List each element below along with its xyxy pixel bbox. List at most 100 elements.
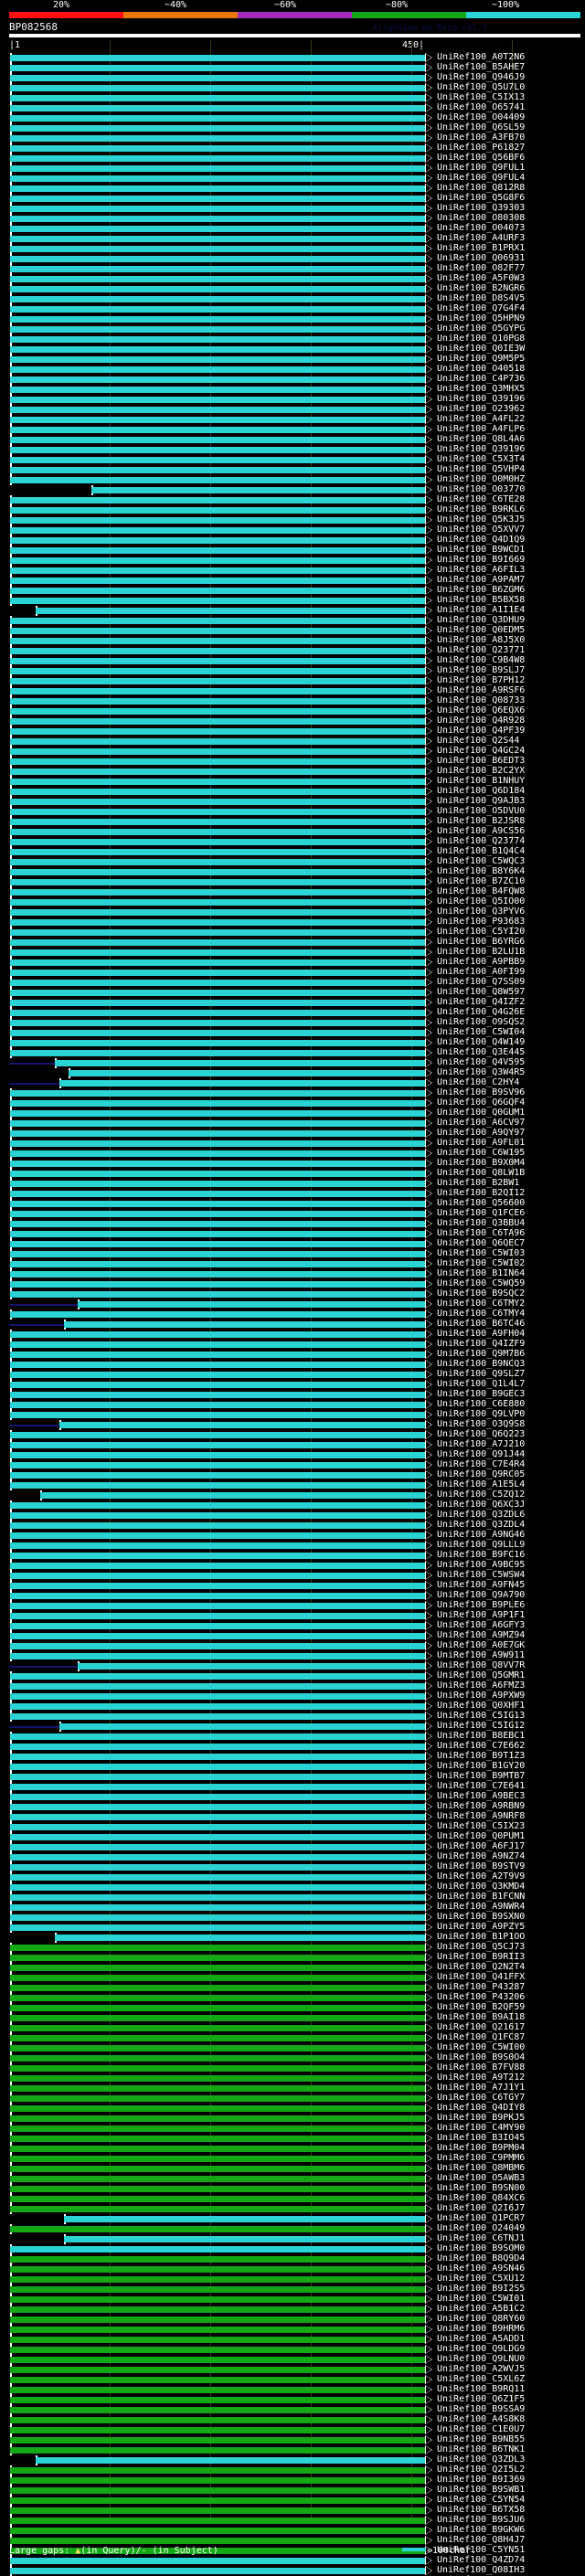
hit-row[interactable]: UniRef100_A9RSF6 xyxy=(0,685,585,696)
hsp-bar[interactable] xyxy=(10,1903,432,1913)
hit-row[interactable]: UniRef100_Q3ZDL3 xyxy=(0,2454,585,2465)
hit-label[interactable]: UniRef100_O9SQS2 xyxy=(437,1017,526,1027)
hit-row[interactable]: UniRef100_B3IO45 xyxy=(0,2133,585,2144)
hsp-bar[interactable] xyxy=(10,1842,432,1852)
hsp-bar[interactable] xyxy=(10,1470,432,1480)
hit-row[interactable]: UniRef100_B8EBC1 xyxy=(0,1731,585,1742)
hsp-bar[interactable] xyxy=(10,2013,432,2023)
hit-row[interactable]: UniRef100_Q2I6J7 xyxy=(0,2203,585,2214)
hit-label[interactable]: UniRef100_A9FN45 xyxy=(437,1580,526,1590)
hit-row[interactable]: UniRef100_A9PXW9 xyxy=(0,1691,585,1701)
hit-row[interactable]: UniRef100_C5IG13 xyxy=(0,1711,585,1722)
hit-label[interactable]: UniRef100_A9FH04 xyxy=(437,1329,526,1339)
hit-label[interactable]: UniRef100_D8S4V5 xyxy=(437,293,526,303)
hit-label[interactable]: UniRef100_C5WQ59 xyxy=(437,1278,526,1288)
hsp-bar[interactable] xyxy=(58,1722,432,1732)
hit-label[interactable]: UniRef100_B7ZC10 xyxy=(437,876,526,886)
hit-row[interactable]: UniRef100_B9PLE6 xyxy=(0,1600,585,1611)
hit-label[interactable]: UniRef100_C2HY4 xyxy=(437,1077,520,1087)
hsp-bar[interactable] xyxy=(10,968,432,978)
hsp-bar[interactable] xyxy=(10,2536,432,2546)
hit-label[interactable]: UniRef100_Q9LDG9 xyxy=(437,2344,526,2354)
hit-row[interactable]: UniRef100_C5XU12 xyxy=(0,2274,585,2284)
hit-label[interactable]: UniRef100_Q5U7L0 xyxy=(437,82,526,92)
hit-label[interactable]: UniRef100_B9MTB7 xyxy=(437,1771,526,1781)
hit-row[interactable]: UniRef100_Q5K3J5 xyxy=(0,514,585,525)
hsp-bar[interactable] xyxy=(10,2516,432,2526)
hsp-bar[interactable] xyxy=(10,1269,432,1279)
hsp-bar[interactable] xyxy=(63,2214,432,2224)
hsp-bar[interactable] xyxy=(10,2043,432,2053)
hit-label[interactable]: UniRef100_Q3MHX5 xyxy=(437,384,526,394)
hit-row[interactable]: UniRef100_A5B1C2 xyxy=(0,2304,585,2315)
hsp-bar[interactable] xyxy=(10,646,432,656)
hsp-bar[interactable] xyxy=(10,726,432,737)
hit-row[interactable]: UniRef100_B9PM04 xyxy=(0,2143,585,2154)
hsp-bar[interactable] xyxy=(10,877,432,887)
hsp-bar[interactable] xyxy=(10,1832,432,1842)
hit-row[interactable]: UniRef100_B9SJU6 xyxy=(0,2515,585,2526)
hit-row[interactable]: UniRef100_A6FMZ3 xyxy=(0,1680,585,1691)
hit-label[interactable]: UniRef100_B2QF59 xyxy=(437,2002,526,2012)
hit-label[interactable]: UniRef100_C6TE28 xyxy=(437,494,526,504)
hit-row[interactable]: UniRef100_Q56600 xyxy=(0,1198,585,1209)
hit-label[interactable]: UniRef100_Q1L4L7 xyxy=(437,1379,526,1389)
hsp-bar[interactable] xyxy=(10,1450,432,1460)
hit-row[interactable]: UniRef100_A9CS56 xyxy=(0,826,585,837)
hit-label[interactable]: UniRef100_A1I1E4 xyxy=(437,605,526,615)
hit-row[interactable]: UniRef100_C1E0U7 xyxy=(0,2424,585,2435)
hsp-bar[interactable] xyxy=(10,143,432,154)
hsp-bar[interactable] xyxy=(10,304,432,314)
hit-row[interactable]: UniRef100_A9PBB9 xyxy=(0,957,585,968)
hit-label[interactable]: UniRef100_Q08733 xyxy=(437,695,526,705)
hit-row[interactable]: UniRef100_B9T1Z3 xyxy=(0,1751,585,1762)
hit-label[interactable]: UniRef100_Q812R8 xyxy=(437,183,526,193)
hit-row[interactable]: UniRef100_Q5U7L0 xyxy=(0,82,585,93)
hsp-bar[interactable] xyxy=(10,2023,432,2033)
hsp-bar[interactable] xyxy=(10,847,432,857)
hit-label[interactable]: UniRef100_B8EBC1 xyxy=(437,1731,526,1741)
hit-row[interactable]: UniRef100_A4FLP6 xyxy=(0,424,585,435)
hsp-bar[interactable] xyxy=(10,978,432,988)
hit-label[interactable]: UniRef100_Q6GQF4 xyxy=(437,1097,526,1108)
hit-row[interactable]: UniRef100_Q4V595 xyxy=(0,1057,585,1068)
hit-label[interactable]: UniRef100_O24049 xyxy=(437,2223,526,2233)
hsp-bar[interactable] xyxy=(10,1882,432,1892)
hit-label[interactable]: UniRef100_B2JSR8 xyxy=(437,816,526,826)
hsp-bar[interactable] xyxy=(10,2194,432,2204)
hit-row[interactable]: UniRef100_Q0XHF1 xyxy=(0,1701,585,1712)
hsp-bar[interactable] xyxy=(10,2315,432,2325)
hit-label[interactable]: UniRef100_B9RQ11 xyxy=(437,2384,526,2394)
hsp-bar[interactable] xyxy=(10,2526,432,2536)
hsp-bar[interactable] xyxy=(10,2305,432,2315)
hsp-bar[interactable] xyxy=(10,244,432,254)
hsp-bar[interactable] xyxy=(10,2425,432,2435)
hsp-bar[interactable] xyxy=(10,1199,432,1209)
hsp-bar[interactable] xyxy=(10,1410,432,1420)
hsp-bar[interactable] xyxy=(10,686,432,696)
hit-row[interactable]: UniRef100_B6ZGM6 xyxy=(0,585,585,596)
hit-label[interactable]: UniRef100_B9FC16 xyxy=(437,1550,526,1560)
hsp-bar[interactable] xyxy=(10,2375,432,2385)
hit-row[interactable]: UniRef100_B1FCNN xyxy=(0,1892,585,1903)
hit-label[interactable]: UniRef100_O65741 xyxy=(437,102,526,112)
hit-label[interactable]: UniRef100_Q2N2T4 xyxy=(437,1962,526,1972)
hit-row[interactable]: UniRef100_Q1FC87 xyxy=(0,2032,585,2043)
hit-label[interactable]: UniRef100_A9T212 xyxy=(437,2072,526,2083)
hit-label[interactable]: UniRef100_C5X3T4 xyxy=(437,454,526,464)
hsp-bar[interactable] xyxy=(10,2264,432,2274)
hit-row[interactable]: UniRef100_B9GEC3 xyxy=(0,1389,585,1400)
hit-row[interactable]: UniRef100_A4FL22 xyxy=(0,414,585,425)
hit-label[interactable]: UniRef100_C7E641 xyxy=(437,1781,526,1791)
hit-label[interactable]: UniRef100_Q5GMR1 xyxy=(437,1670,526,1680)
hit-row[interactable]: UniRef100_C5YN54 xyxy=(0,2495,585,2506)
hit-row[interactable]: UniRef100_A9NZ74 xyxy=(0,1851,585,1862)
hsp-bar[interactable] xyxy=(77,1661,432,1671)
hit-label[interactable]: UniRef100_Q2S44 xyxy=(437,736,520,746)
hit-row[interactable]: UniRef100_B9MTB7 xyxy=(0,1771,585,1782)
hit-row[interactable]: UniRef100_B9I669 xyxy=(0,555,585,566)
hsp-bar[interactable] xyxy=(10,345,432,355)
hsp-bar[interactable] xyxy=(10,2184,432,2194)
hit-row[interactable]: UniRef100_C5WI02 xyxy=(0,1258,585,1269)
hit-label[interactable]: UniRef100_B4FQW8 xyxy=(437,886,526,896)
